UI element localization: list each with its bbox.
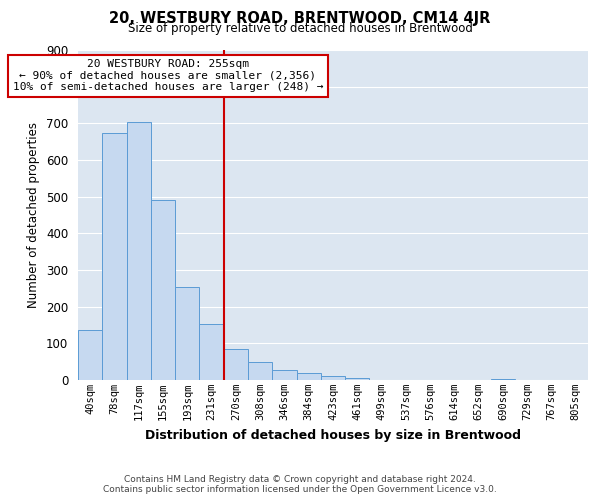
Bar xyxy=(78,330,102,380)
Text: Contains HM Land Registry data © Crown copyright and database right 2024.
Contai: Contains HM Land Registry data © Crown c… xyxy=(103,474,497,494)
Bar xyxy=(272,370,296,380)
Bar xyxy=(151,200,175,380)
Bar xyxy=(224,349,248,380)
Bar xyxy=(175,286,199,380)
Bar xyxy=(248,362,272,380)
Bar xyxy=(199,324,224,380)
Text: 20 WESTBURY ROAD: 255sqm
← 90% of detached houses are smaller (2,356)
10% of sem: 20 WESTBURY ROAD: 255sqm ← 90% of detach… xyxy=(13,59,323,92)
X-axis label: Distribution of detached houses by size in Brentwood: Distribution of detached houses by size … xyxy=(145,428,521,442)
Text: 20, WESTBURY ROAD, BRENTWOOD, CM14 4JR: 20, WESTBURY ROAD, BRENTWOOD, CM14 4JR xyxy=(109,11,491,26)
Bar xyxy=(321,376,345,380)
Bar xyxy=(102,132,127,380)
Y-axis label: Number of detached properties: Number of detached properties xyxy=(28,122,40,308)
Bar xyxy=(345,378,370,380)
Bar xyxy=(491,379,515,380)
Text: Size of property relative to detached houses in Brentwood: Size of property relative to detached ho… xyxy=(128,22,472,35)
Bar xyxy=(296,374,321,380)
Bar xyxy=(127,122,151,380)
